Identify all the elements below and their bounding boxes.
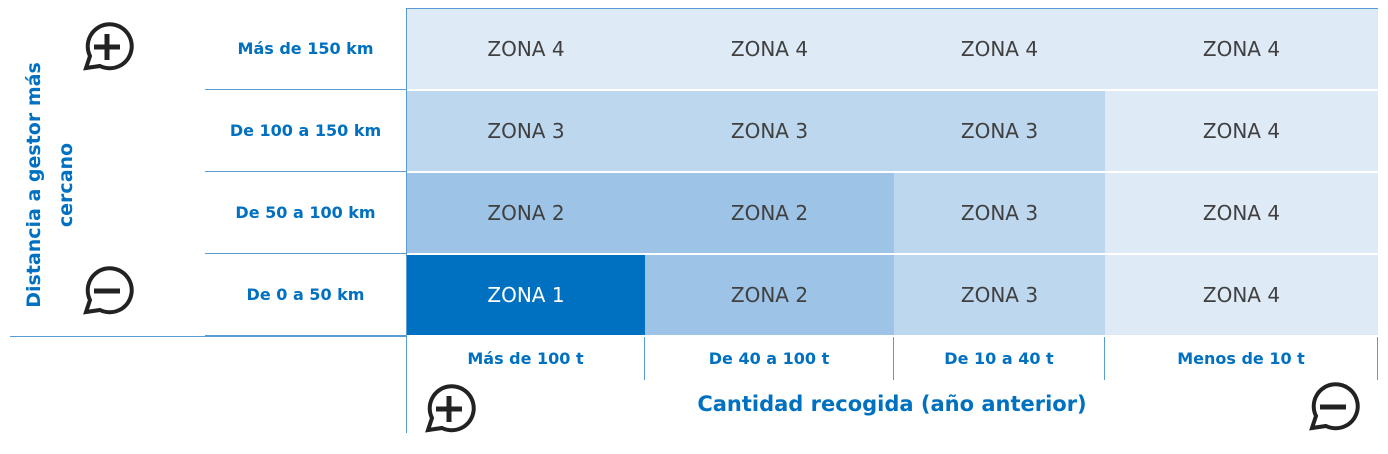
zone-cell: ZONA 2 bbox=[407, 173, 645, 255]
zone-cell: ZONA 4 bbox=[645, 9, 894, 91]
zone-cell: ZONA 3 bbox=[894, 255, 1105, 337]
zone-cell: ZONA 1 bbox=[407, 255, 645, 337]
row-label: Más de 150 km bbox=[205, 8, 406, 90]
zone-cell: ZONA 2 bbox=[645, 255, 894, 337]
border bbox=[406, 8, 407, 433]
minus-icon bbox=[83, 266, 134, 315]
zone-cell: ZONA 3 bbox=[894, 91, 1105, 173]
border bbox=[10, 8, 11, 336]
x-axis-label: Cantidad recogida (año anterior) bbox=[697, 392, 1087, 416]
zone-cell: ZONA 4 bbox=[407, 9, 645, 91]
minus-icon bbox=[1309, 382, 1360, 431]
plus-icon bbox=[425, 384, 476, 433]
row-label: De 50 a 100 km bbox=[205, 172, 406, 254]
plus-icon bbox=[83, 22, 134, 71]
column-label: Menos de 10 t bbox=[1105, 337, 1378, 380]
zone-cell: ZONA 3 bbox=[894, 173, 1105, 255]
border bbox=[406, 8, 1378, 9]
zone-cell: ZONA 4 bbox=[894, 9, 1105, 91]
zone-cell: ZONA 2 bbox=[645, 173, 894, 255]
zone-cell: ZONA 3 bbox=[407, 91, 645, 173]
row-label: De 0 a 50 km bbox=[205, 254, 406, 336]
zone-cell: ZONA 4 bbox=[1105, 9, 1378, 91]
zone-cell: ZONA 4 bbox=[1105, 255, 1378, 337]
zone-cell: ZONA 4 bbox=[1105, 173, 1378, 255]
column-label: De 10 a 40 t bbox=[894, 337, 1105, 380]
zone-cell: ZONA 3 bbox=[645, 91, 894, 173]
zone-cell: ZONA 4 bbox=[1105, 91, 1378, 173]
column-label: Más de 100 t bbox=[407, 337, 645, 380]
column-label: De 40 a 100 t bbox=[645, 337, 894, 380]
y-axis-label: Distancia a gestor más cercano bbox=[23, 62, 77, 308]
row-label: De 100 a 150 km bbox=[205, 90, 406, 172]
